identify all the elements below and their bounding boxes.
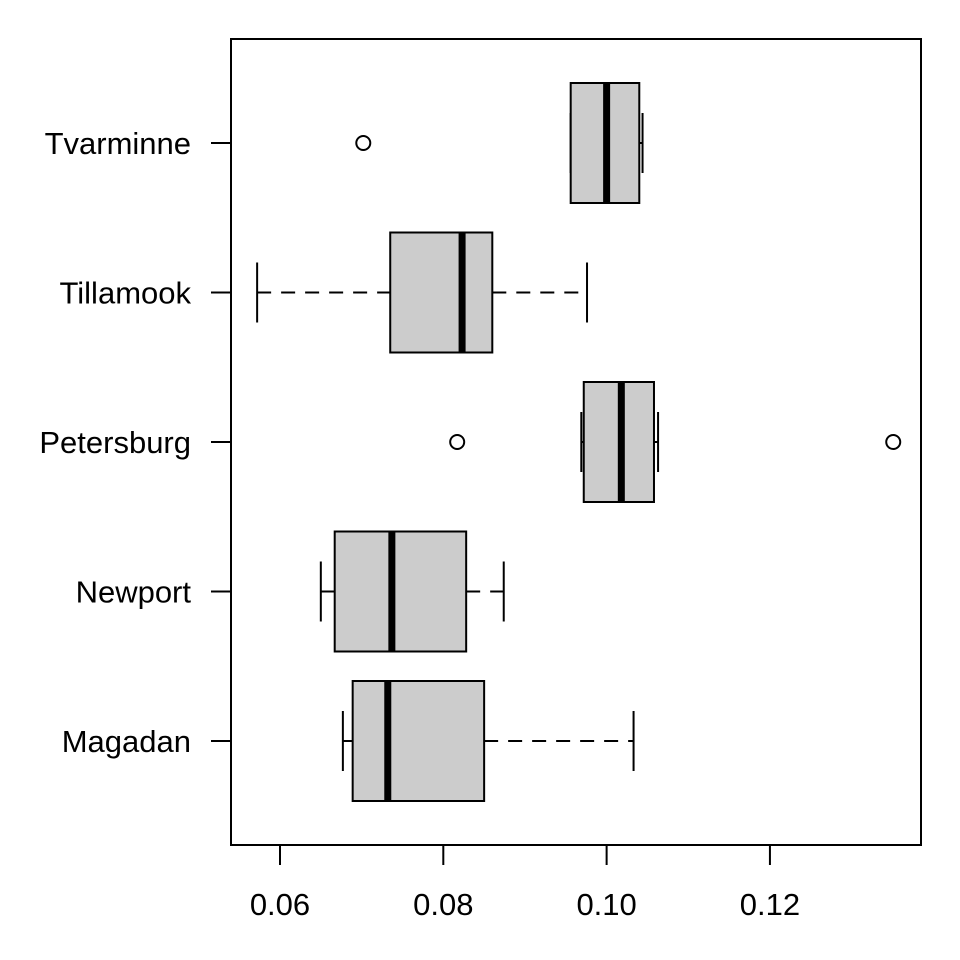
- outlier-petersburg-1: [885, 434, 902, 450]
- x-tick-label-0: 0.06: [250, 887, 310, 922]
- box-group-petersburg: [449, 381, 902, 503]
- x-tick-label-3: 0.12: [740, 887, 800, 922]
- x-tick-label-1: 0.08: [413, 887, 473, 922]
- y-tick-label-tvarminne: Tvarminne: [45, 126, 191, 161]
- y-tick-label-newport: Newport: [76, 575, 192, 610]
- y-tick-label-tillamook: Tillamook: [60, 276, 192, 311]
- box-group-tillamook: [256, 231, 589, 354]
- outlier-tvarminne-0: [355, 135, 372, 151]
- x-axis: 0.06 0.08 0.10 0.12: [250, 844, 800, 922]
- x-tick-label-2: 0.10: [576, 887, 636, 922]
- box-newport: [333, 530, 468, 653]
- box-group-tvarminne: [355, 82, 644, 204]
- y-tick-label-magadan: Magadan: [62, 724, 191, 759]
- y-tick-label-petersburg: Petersburg: [39, 425, 191, 460]
- box-magadan: [351, 680, 486, 802]
- box-group-newport: [319, 530, 505, 653]
- box-tillamook: [389, 231, 494, 354]
- outlier-petersburg-0: [449, 434, 466, 450]
- box-group-magadan: [341, 680, 635, 802]
- y-axis: Magadan Newport Petersburg Tillamook Tvarmin…: [39, 126, 231, 759]
- boxes-layer: [256, 82, 902, 802]
